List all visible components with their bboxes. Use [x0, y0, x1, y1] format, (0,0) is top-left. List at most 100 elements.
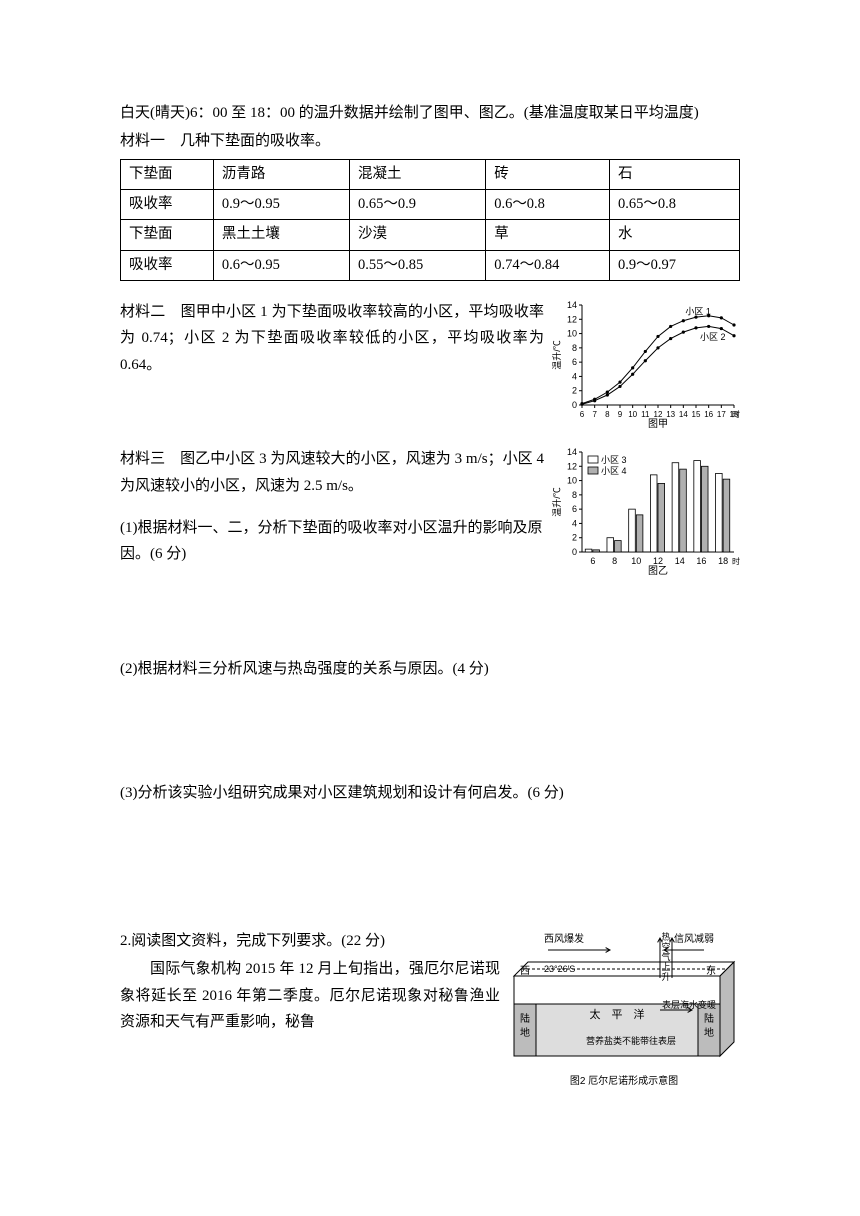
- svg-text:9: 9: [618, 410, 623, 419]
- svg-text:西风爆发: 西风爆发: [544, 932, 584, 945]
- svg-text:16: 16: [696, 556, 706, 566]
- table-row: 下垫面沥青路混凝土砖石: [121, 159, 740, 189]
- table-row: 下垫面黑土土壤沙漠草水: [121, 220, 740, 250]
- svg-text:12: 12: [567, 314, 577, 324]
- svg-text:地: 地: [520, 1026, 530, 1039]
- table-cell: 沥青路: [213, 159, 349, 189]
- svg-text:图乙: 图乙: [648, 565, 668, 576]
- table-row: 吸收率0.6～0.950.55～0.850.74～0.840.9～0.97: [121, 250, 740, 280]
- svg-text:8: 8: [605, 410, 610, 419]
- table-cell: 0.6～0.8: [486, 189, 610, 219]
- svg-text:热: 热: [661, 931, 670, 942]
- svg-text:6: 6: [580, 410, 585, 419]
- svg-text:6: 6: [572, 504, 577, 514]
- item2-title: 2.阅读图文资料，完成下列要求。(22 分): [120, 928, 500, 954]
- table-cell: 砖: [486, 159, 610, 189]
- table-cell: 混凝土: [350, 159, 486, 189]
- table-cell: 石: [609, 159, 739, 189]
- svg-text:陆: 陆: [520, 1012, 530, 1025]
- material3-text: 材料三 图乙中小区 3 为风速较大的小区，风速为 3 m/s；小区 4 为风速较…: [120, 446, 544, 499]
- svg-text:16: 16: [704, 410, 713, 419]
- svg-text:图甲: 图甲: [648, 418, 668, 429]
- svg-text:小区 3: 小区 3: [601, 455, 627, 465]
- material2-text: 材料二 图甲中小区 1 为下垫面吸收率较高的小区，平均吸收率为 0.74；小区 …: [120, 299, 544, 378]
- svg-text:信风减弱: 信风减弱: [674, 933, 714, 945]
- svg-text:空: 空: [661, 941, 670, 952]
- table-cell: 水: [609, 220, 739, 250]
- svg-text:8: 8: [572, 490, 577, 500]
- svg-text:气: 气: [661, 951, 670, 962]
- svg-text:图2 厄尔尼诺形成示意图: 图2 厄尔尼诺形成示意图: [570, 1074, 678, 1087]
- svg-text:温升/℃: 温升/℃: [552, 340, 562, 370]
- svg-text:17: 17: [717, 410, 726, 419]
- material2-row: 材料二 图甲中小区 1 为下垫面吸收率较高的小区，平均吸收率为 0.74；小区 …: [120, 299, 740, 438]
- svg-text:小区 4: 小区 4: [601, 466, 627, 476]
- table-cell: 0.74～0.84: [486, 250, 610, 280]
- svg-text:0: 0: [572, 400, 577, 410]
- svg-text:8: 8: [612, 556, 617, 566]
- table-cell: 0.6～0.95: [213, 250, 349, 280]
- svg-text:2: 2: [572, 386, 577, 396]
- svg-text:升: 升: [661, 972, 670, 982]
- svg-text:12: 12: [654, 410, 663, 419]
- svg-text:4: 4: [572, 519, 577, 529]
- svg-text:11: 11: [641, 410, 650, 419]
- svg-text:时: 时: [732, 556, 740, 566]
- table-cell: 0.65～0.8: [609, 189, 739, 219]
- svg-text:4: 4: [572, 371, 577, 381]
- svg-text:2: 2: [572, 533, 577, 543]
- chart-yi: 02468101214温升/℃681012141618时小区 3小区 4图乙: [550, 446, 740, 576]
- fig2-elnino: 23°26′S西风爆发信风减弱热空气上升西东太 平 洋表层海水变暖营养盐类不能带…: [508, 928, 740, 1088]
- item2-row: 2.阅读图文资料，完成下列要求。(22 分) 国际气象机构 2015 年 12 …: [120, 928, 740, 1097]
- material1-title: 材料一 几种下垫面的吸收率。: [120, 128, 740, 154]
- svg-text:营养盐类不能带往表层: 营养盐类不能带往表层: [586, 1035, 676, 1046]
- svg-text:14: 14: [567, 447, 577, 457]
- absorption-table: 下垫面沥青路混凝土砖石吸收率0.9～0.950.65～0.90.6～0.80.6…: [120, 159, 740, 282]
- svg-text:陆: 陆: [704, 1012, 714, 1025]
- table-cell: 吸收率: [121, 189, 214, 219]
- svg-text:23°26′S: 23°26′S: [544, 964, 575, 974]
- svg-text:10: 10: [631, 556, 641, 566]
- table-cell: 黑土土壤: [213, 220, 349, 250]
- material3-row: 材料三 图乙中小区 3 为风速较大的小区，风速为 3 m/s；小区 4 为风速较…: [120, 446, 740, 585]
- chart-jia: 02468101214温升/℃6789101112131415161718时小区…: [550, 299, 740, 429]
- svg-text:7: 7: [592, 410, 597, 419]
- svg-text:18: 18: [718, 556, 728, 566]
- svg-text:地: 地: [704, 1026, 714, 1039]
- svg-text:6: 6: [572, 357, 577, 367]
- svg-text:0: 0: [572, 547, 577, 557]
- table-cell: 0.65～0.9: [350, 189, 486, 219]
- intro-line: 白天(晴天)6：00 至 18：00 的温升数据并绘制了图甲、图乙。(基准温度取…: [120, 100, 740, 126]
- svg-text:温升/℃: 温升/℃: [552, 487, 562, 517]
- svg-text:14: 14: [567, 300, 577, 310]
- table-cell: 沙漠: [350, 220, 486, 250]
- svg-text:13: 13: [666, 410, 675, 419]
- svg-text:小区 1: 小区 1: [685, 307, 711, 317]
- svg-text:东: 东: [706, 964, 716, 977]
- table-cell: 0.9～0.95: [213, 189, 349, 219]
- question-3: (3)分析该实验小组研究成果对小区建筑规划和设计有何启发。(6 分): [120, 780, 740, 806]
- table-cell: 0.55～0.85: [350, 250, 486, 280]
- table-row: 吸收率0.9～0.950.65～0.90.6～0.80.65～0.8: [121, 189, 740, 219]
- svg-text:12: 12: [567, 462, 577, 472]
- svg-text:12: 12: [653, 556, 663, 566]
- svg-text:10: 10: [567, 329, 577, 339]
- svg-text:时: 时: [732, 409, 740, 419]
- svg-text:14: 14: [679, 410, 688, 419]
- svg-text:10: 10: [628, 410, 637, 419]
- page: 白天(晴天)6：00 至 18：00 的温升数据并绘制了图甲、图乙。(基准温度取…: [0, 0, 860, 1157]
- svg-text:14: 14: [675, 556, 685, 566]
- svg-text:小区 2: 小区 2: [700, 332, 726, 342]
- svg-text:西: 西: [520, 966, 530, 977]
- svg-text:上: 上: [661, 962, 670, 972]
- svg-text:15: 15: [692, 410, 701, 419]
- table-cell: 0.9～0.97: [609, 250, 739, 280]
- svg-text:表层海水变暖: 表层海水变暖: [662, 999, 716, 1010]
- question-1: (1)根据材料一、二，分析下垫面的吸收率对小区温升的影响及原因。(6 分): [120, 515, 544, 568]
- svg-text:8: 8: [572, 343, 577, 353]
- table-cell: 吸收率: [121, 250, 214, 280]
- svg-text:6: 6: [590, 556, 595, 566]
- table-cell: 下垫面: [121, 220, 214, 250]
- question-2: (2)根据材料三分析风速与热岛强度的关系与原因。(4 分): [120, 656, 740, 682]
- table-cell: 下垫面: [121, 159, 214, 189]
